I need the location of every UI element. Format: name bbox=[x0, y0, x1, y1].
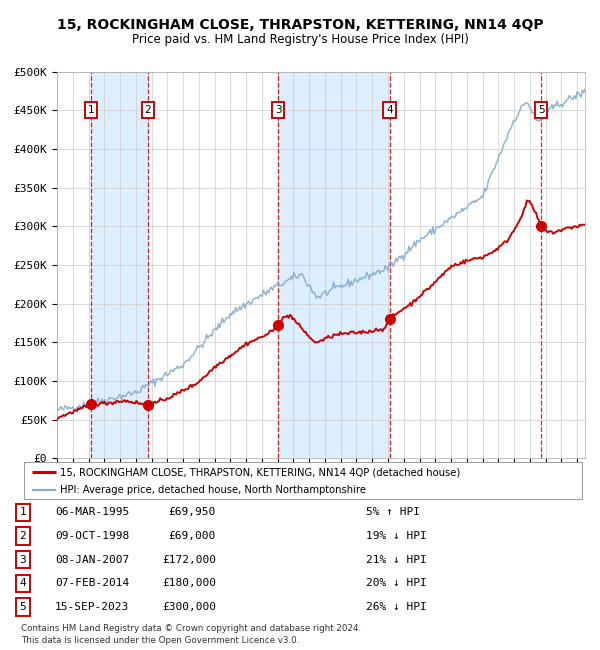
Text: 2: 2 bbox=[19, 531, 26, 541]
Text: 5% ↑ HPI: 5% ↑ HPI bbox=[366, 508, 420, 517]
Text: 21% ↓ HPI: 21% ↓ HPI bbox=[366, 554, 427, 565]
Text: Price paid vs. HM Land Registry's House Price Index (HPI): Price paid vs. HM Land Registry's House … bbox=[131, 32, 469, 46]
Text: £69,950: £69,950 bbox=[169, 508, 216, 517]
Bar bbox=[91, 72, 148, 458]
Text: 08-JAN-2007: 08-JAN-2007 bbox=[55, 554, 130, 565]
Text: Contains HM Land Registry data © Crown copyright and database right 2024.
This d: Contains HM Land Registry data © Crown c… bbox=[21, 623, 361, 645]
Text: 1: 1 bbox=[19, 508, 26, 517]
Text: 5: 5 bbox=[538, 105, 544, 115]
Text: 5: 5 bbox=[19, 602, 26, 612]
Text: 06-MAR-1995: 06-MAR-1995 bbox=[55, 508, 130, 517]
Text: £300,000: £300,000 bbox=[162, 602, 216, 612]
Text: 1: 1 bbox=[88, 105, 95, 115]
Text: 19% ↓ HPI: 19% ↓ HPI bbox=[366, 531, 427, 541]
Text: 3: 3 bbox=[19, 554, 26, 565]
Text: 15, ROCKINGHAM CLOSE, THRAPSTON, KETTERING, NN14 4QP (detached house): 15, ROCKINGHAM CLOSE, THRAPSTON, KETTERI… bbox=[60, 467, 461, 477]
Text: 15, ROCKINGHAM CLOSE, THRAPSTON, KETTERING, NN14 4QP: 15, ROCKINGHAM CLOSE, THRAPSTON, KETTERI… bbox=[56, 18, 544, 32]
Bar bbox=[278, 72, 389, 458]
Text: HPI: Average price, detached house, North Northamptonshire: HPI: Average price, detached house, Nort… bbox=[60, 485, 366, 495]
Text: 15-SEP-2023: 15-SEP-2023 bbox=[55, 602, 130, 612]
Text: 4: 4 bbox=[19, 578, 26, 588]
Text: £69,000: £69,000 bbox=[169, 531, 216, 541]
Text: 20% ↓ HPI: 20% ↓ HPI bbox=[366, 578, 427, 588]
Text: 2: 2 bbox=[145, 105, 151, 115]
Text: 4: 4 bbox=[386, 105, 393, 115]
Text: 07-FEB-2014: 07-FEB-2014 bbox=[55, 578, 130, 588]
Text: 09-OCT-1998: 09-OCT-1998 bbox=[55, 531, 130, 541]
Text: £180,000: £180,000 bbox=[162, 578, 216, 588]
Text: 26% ↓ HPI: 26% ↓ HPI bbox=[366, 602, 427, 612]
Text: 3: 3 bbox=[275, 105, 281, 115]
Text: £172,000: £172,000 bbox=[162, 554, 216, 565]
